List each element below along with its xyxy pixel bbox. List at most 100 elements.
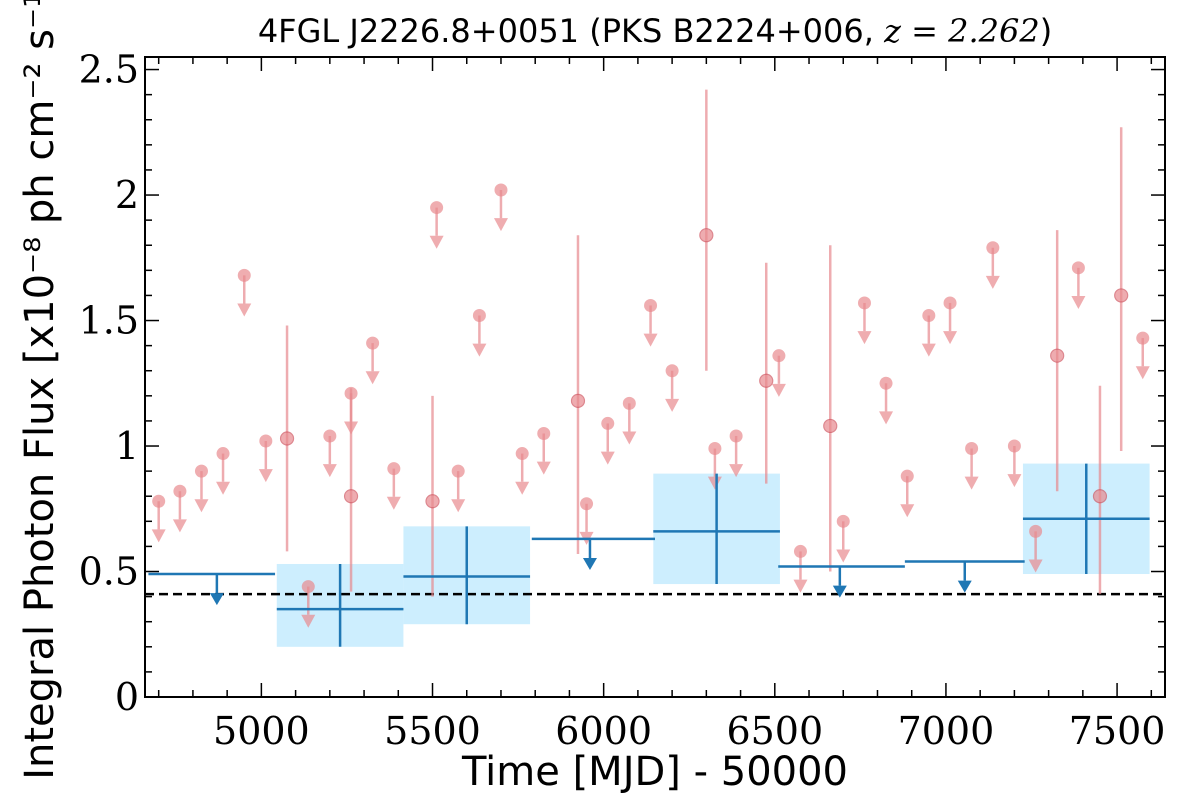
upper-limit-arrowhead [429, 235, 444, 249]
upper-limit-arrowhead [793, 579, 808, 593]
upper-limit-arrowhead [582, 558, 597, 570]
short-bin-upper-limit [900, 469, 915, 518]
long-bin-detection [653, 473, 780, 585]
y-tick-label: 1 [115, 424, 139, 468]
upper-limit-arrowhead [172, 519, 187, 533]
upper-limit-arrowhead [900, 504, 915, 518]
short-bin-point [601, 416, 615, 430]
short-bin-upper-limit [771, 349, 786, 397]
short-bin-point [259, 434, 273, 448]
x-axis-label: Time [MJD] - 50000 [461, 749, 848, 795]
short-bin-point [900, 469, 914, 483]
short-bin-upper-limit [451, 464, 466, 513]
y-tick-label: 0 [115, 675, 139, 719]
upper-limit-arrowhead [836, 549, 851, 563]
short-bin-point [194, 464, 208, 478]
upper-limit-arrowhead [1135, 366, 1150, 380]
short-bin-upper-limit [1028, 524, 1043, 573]
long-bin-upper-limit [531, 537, 655, 570]
short-bin-point [793, 544, 807, 558]
y-tick-label: 0.5 [79, 550, 139, 594]
upper-limit-arrowhead [258, 469, 273, 483]
short-bin-upper-limit [600, 416, 615, 465]
short-bin-point [343, 489, 359, 504]
y-axis-label: Integral Photon Flux [x10⁻⁸ ph cm⁻² s⁻¹] [17, 0, 63, 780]
short-bin-upper-limit [665, 364, 680, 412]
upper-limit-arrowhead [707, 476, 722, 490]
plot-frame [144, 56, 1166, 698]
short-bin-point [699, 228, 714, 243]
short-bin-point [759, 373, 774, 388]
short-bin-point [152, 494, 166, 508]
short-bin-upper-limit [1071, 261, 1086, 309]
short-bin-detection [823, 245, 838, 572]
chart-title: 4FGL J2226.8+0051 (PKS B2224+006, z = 2.… [258, 12, 1052, 50]
short-bin-point [570, 393, 586, 408]
short-bin-point [494, 183, 508, 197]
short-bin-detection [699, 89, 714, 371]
short-bin-upper-limit [836, 514, 851, 563]
upper-limit-arrowhead [472, 343, 487, 357]
upper-limit-arrowhead [301, 614, 316, 628]
x-tick-label: 7500 [1069, 709, 1166, 753]
long-bin-detection [403, 526, 531, 625]
short-bin-upper-limit [216, 447, 231, 495]
short-bin-point [1029, 524, 1043, 538]
short-bin-point [729, 429, 743, 443]
plot-area [145, 89, 1165, 647]
short-bin-upper-limit [729, 429, 744, 478]
short-bin-detection [570, 235, 586, 554]
short-bin-upper-limit [707, 442, 722, 490]
short-bin-upper-limit [943, 296, 958, 345]
short-bin-upper-limit [793, 544, 808, 593]
short-bin-upper-limit [322, 429, 337, 478]
short-bin-point [1136, 331, 1150, 345]
upper-limit-arrowhead [643, 333, 658, 347]
upper-limit-arrowhead [209, 593, 224, 606]
short-bin-point [173, 484, 187, 498]
upper-limit-arrowhead [151, 529, 166, 543]
short-bin-point [580, 497, 594, 511]
upper-limit-arrowhead [493, 218, 508, 232]
long-bin-detection [276, 563, 404, 647]
long-bin-upper-limit [778, 565, 905, 598]
short-bin-upper-limit [1007, 439, 1022, 488]
short-bin-upper-limit [151, 494, 166, 543]
short-bin-point [366, 336, 380, 350]
short-bin-detection [1092, 385, 1108, 595]
upper-limit-arrowhead [857, 331, 872, 345]
short-bin-point [387, 462, 401, 476]
axis-ticks: 5000 5500 6000 6500 7000 7500 0 0.5 1 1.5 2 2.5 [79, 48, 1166, 753]
short-bin-point [472, 309, 486, 323]
short-bin-point [922, 309, 936, 323]
long-bin-detection [1022, 463, 1150, 575]
short-bin-point [430, 201, 444, 215]
upper-limit-arrowhead [921, 343, 936, 357]
short-bin-upper-limit [386, 462, 401, 510]
short-bin-upper-limit [1135, 331, 1150, 380]
short-bin-upper-limit [194, 464, 209, 513]
upper-limit-arrowhead [665, 398, 680, 412]
y-tick-label: 2.5 [79, 48, 139, 92]
short-bin-upper-limit [493, 183, 508, 232]
upper-limit-arrowhead [237, 303, 252, 317]
short-bin-point [857, 296, 871, 310]
short-bin-point [836, 514, 850, 528]
short-bin-detection [1114, 127, 1129, 452]
x-tick-label: 5500 [384, 709, 481, 753]
long-bin-upper-limit [148, 572, 276, 606]
short-bin-point [425, 494, 440, 509]
short-bin-point [216, 447, 230, 461]
x-tick-label: 7000 [898, 709, 995, 753]
short-bin-point [644, 298, 658, 312]
short-bin-upper-limit [515, 447, 530, 495]
short-bin-upper-limit [237, 268, 252, 317]
short-bin-detection [343, 388, 359, 592]
upper-limit-arrowhead [1071, 295, 1086, 309]
long-bin-upper-limit [904, 560, 1025, 593]
short-bin-point [515, 447, 529, 461]
short-bin-detection [279, 325, 295, 552]
upper-limit-arrowhead [985, 275, 1000, 289]
short-bin-point [279, 431, 295, 446]
